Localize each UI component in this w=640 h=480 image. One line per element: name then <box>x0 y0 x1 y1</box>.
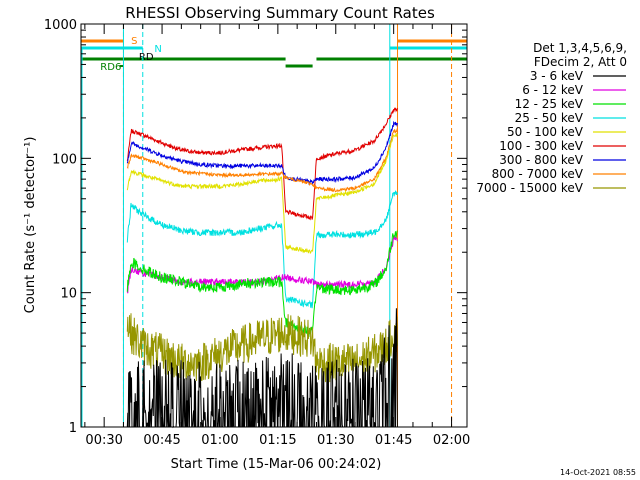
y-axis-label: Count Rate (s⁻¹ detector⁻¹) <box>23 137 38 314</box>
legend-label: 50 - 100 keV <box>507 125 584 139</box>
flag-label-s: S <box>131 36 137 47</box>
plot-frame <box>80 23 468 428</box>
y-tick-label: 1 <box>69 421 77 436</box>
legend-header-line-2: FDecim 2, Att 0 <box>534 55 627 69</box>
legend-label: 800 - 7000 keV <box>492 167 584 181</box>
x-tick-label: 01:15 <box>259 433 296 448</box>
series-line <box>126 107 398 221</box>
chart-title: RHESSI Observing Summary Count Rates <box>125 4 435 22</box>
series-line <box>126 190 398 309</box>
legend-label: 300 - 800 keV <box>499 153 583 167</box>
flag-label-n: N <box>154 44 161 55</box>
legend-label: 7000 - 15000 keV <box>476 181 583 195</box>
render-timestamp: 14-Oct-2021 08:55 <box>560 468 636 477</box>
legend-label: 3 - 6 keV <box>530 69 584 83</box>
flag-label-rd6: RD6 <box>100 62 121 73</box>
legend-header-line-1: Det 1,3,4,5,6,9, <box>533 41 627 55</box>
x-tick-label: 02:00 <box>433 433 470 448</box>
plot-series <box>126 107 398 429</box>
x-tick-label: 00:45 <box>143 433 180 448</box>
instrument-flags: S NRD RD6 <box>81 36 467 73</box>
y-tick-label: 100 <box>52 152 77 167</box>
x-axis-label: Start Time (15-Mar-06 00:24:02) <box>171 457 382 472</box>
y-axis: 1 10 100 1000 <box>44 18 467 436</box>
x-tick-label: 01:00 <box>201 433 238 448</box>
legend-label: 12 - 25 keV <box>515 97 584 111</box>
series-line <box>126 230 398 337</box>
legend-label: 100 - 300 keV <box>499 139 583 153</box>
flag-label-rd: RD <box>139 52 154 63</box>
series-line <box>126 132 398 254</box>
x-tick-label: 00:30 <box>85 433 122 448</box>
x-axis: 00:30 00:45 01:00 01:15 01:30 01:45 02:00 <box>84 24 470 448</box>
series-line <box>126 313 398 383</box>
y-tick-label: 10 <box>60 287 77 302</box>
x-tick-label: 01:30 <box>317 433 354 448</box>
x-tick-label: 01:45 <box>375 433 412 448</box>
series-line <box>126 127 398 193</box>
y-tick-label: 1000 <box>44 18 77 33</box>
legend-label: 6 - 12 keV <box>522 83 584 97</box>
legend-label: 25 - 50 keV <box>515 111 584 125</box>
series-line <box>126 120 398 186</box>
